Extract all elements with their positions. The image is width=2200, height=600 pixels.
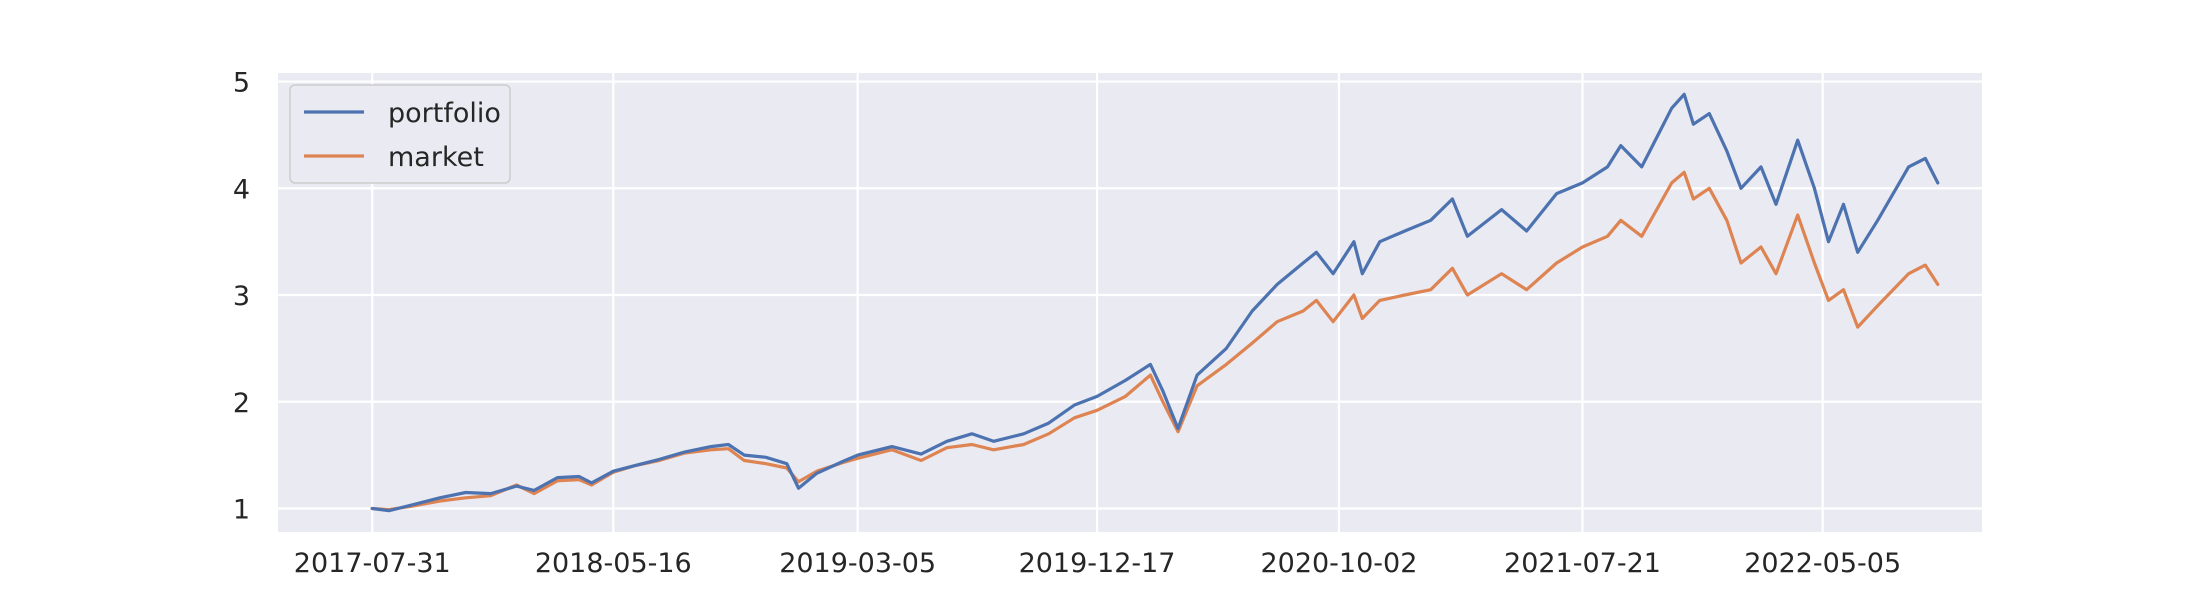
y-axis: 1 2 3 4 5	[233, 68, 250, 526]
x-tick-label: 2022-05-05	[1744, 548, 1901, 579]
legend-label-portfolio: portfolio	[388, 98, 501, 129]
legend-label-market: market	[388, 142, 484, 173]
y-tick-label: 3	[233, 281, 250, 312]
y-tick-label: 4	[233, 174, 250, 205]
x-tick-label: 2019-03-05	[779, 548, 936, 579]
x-axis: 2017-07-31 2018-05-16 2019-03-05 2019-12-17…	[294, 548, 1901, 579]
y-tick-label: 1	[233, 495, 250, 526]
x-tick-label: 2019-12-17	[1019, 548, 1176, 579]
y-tick-label: 2	[233, 388, 250, 419]
legend: portfolio market	[289, 84, 511, 184]
x-tick-label: 2018-05-16	[535, 548, 692, 579]
series-line-portfolio	[370, 92, 1940, 513]
plot-area	[278, 73, 1982, 532]
x-tick-label: 2021-07-21	[1504, 548, 1661, 579]
x-tick-label: 2017-07-31	[294, 548, 451, 579]
series-layer	[370, 92, 1940, 513]
grid-lines	[278, 73, 1982, 532]
y-tick-label: 5	[233, 68, 250, 99]
legend-box	[289, 84, 511, 184]
x-tick-label: 2020-10-02	[1260, 548, 1417, 579]
